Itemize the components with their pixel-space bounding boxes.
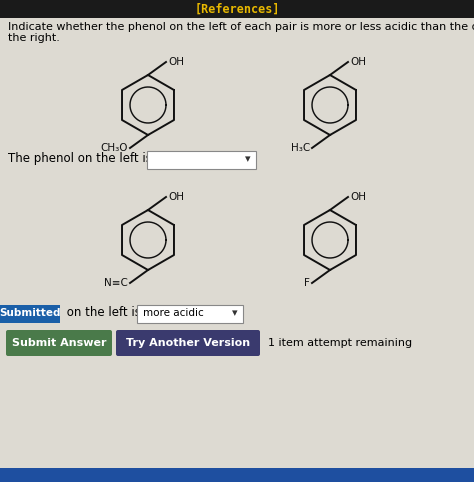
Text: CH₃O: CH₃O <box>100 143 128 153</box>
Text: OH: OH <box>168 192 184 202</box>
FancyBboxPatch shape <box>137 305 244 322</box>
Text: more acidic: more acidic <box>143 308 204 319</box>
FancyBboxPatch shape <box>116 330 260 356</box>
FancyBboxPatch shape <box>0 468 474 482</box>
FancyBboxPatch shape <box>0 305 61 322</box>
Text: OH: OH <box>168 57 184 67</box>
FancyBboxPatch shape <box>0 0 474 18</box>
Text: [References]: [References] <box>194 2 280 15</box>
Text: Indicate whether the phenol on the left of each pair is more or less acidic than: Indicate whether the phenol on the left … <box>8 22 474 32</box>
Text: on the left is:: on the left is: <box>63 306 145 319</box>
Text: H₃C: H₃C <box>291 143 310 153</box>
Text: ▾: ▾ <box>232 308 238 319</box>
Text: OH: OH <box>350 192 366 202</box>
Text: OH: OH <box>350 57 366 67</box>
FancyBboxPatch shape <box>147 150 256 169</box>
Text: ▾: ▾ <box>245 155 251 164</box>
Text: N≡C: N≡C <box>104 278 128 288</box>
Text: The phenol on the left is:: The phenol on the left is: <box>8 152 156 165</box>
Text: F: F <box>304 278 310 288</box>
Text: the right.: the right. <box>8 33 60 43</box>
Text: Submitted: Submitted <box>0 308 61 319</box>
FancyBboxPatch shape <box>6 330 112 356</box>
Text: Submit Answer: Submit Answer <box>12 338 106 348</box>
Text: Try Another Version: Try Another Version <box>126 338 250 348</box>
Text: 1 item attempt remaining: 1 item attempt remaining <box>268 338 412 348</box>
